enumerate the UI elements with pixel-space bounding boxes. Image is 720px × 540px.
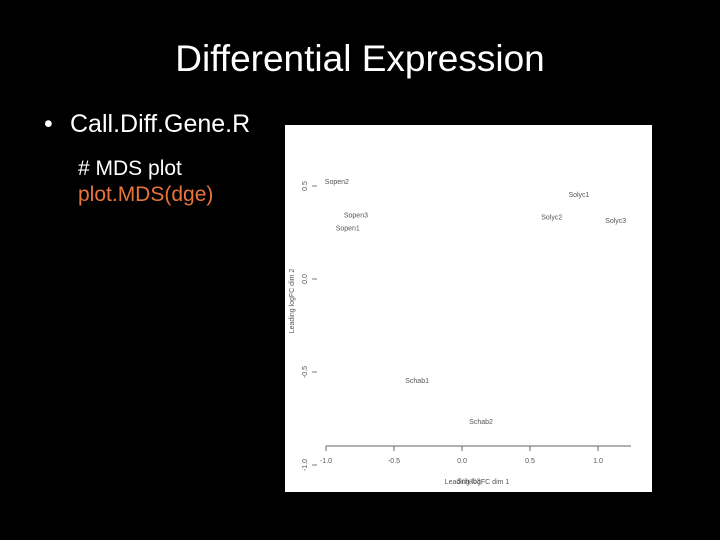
point-label-sopen1: Sopen1 [336, 226, 360, 233]
point-label-solyc2: Solyc2 [541, 214, 562, 221]
x-tick-label: 1.0 [593, 458, 603, 465]
point-label-schab3: Schab3 [457, 479, 481, 486]
comment-line: # MDS plot [78, 157, 182, 180]
slide-title: Differential Expression [175, 38, 545, 79]
x-tick-label: 0.5 [525, 458, 535, 465]
y-tick-label: 0.0 [302, 274, 309, 284]
bullet-text: Call.Diff.Gene.R [70, 110, 251, 138]
mds-plot-panel: -1.0 -0.5 0.0 0.5 1.0 -1.0 -0.5 0.0 0.5 Leading l… [285, 125, 652, 492]
y-tick-label: -0.5 [302, 366, 309, 378]
point-label-solyc1: Solyc1 [568, 192, 589, 199]
code-line: plot.MDS(dge) [78, 183, 214, 206]
x-tick-label: -0.5 [388, 458, 400, 465]
code-snippet: # MDS plot plot.MDS(dge) [78, 156, 213, 208]
point-label-sopen2: Sopen2 [325, 179, 349, 186]
x-tick-label: -1.0 [320, 458, 332, 465]
y-tick-label: 0.5 [302, 181, 309, 191]
bullet-symbol: • [44, 110, 53, 138]
axes-layer: -1.0 -0.5 0.0 0.5 1.0 -1.0 -0.5 0.0 0.5 Leading l… [289, 181, 631, 486]
x-tick-label: 0.0 [457, 458, 467, 465]
point-label-schab1: Schab1 [405, 378, 429, 385]
y-tick-label: -1.0 [302, 459, 309, 471]
point-label-schab2: Schab2 [469, 419, 493, 426]
points-layer: Sopen2 Sopen3 Sopen1 Solyc1 Solyc2 Solyc3 Scha… [325, 179, 626, 485]
point-label-solyc3: Solyc3 [605, 218, 626, 225]
point-label-sopen3: Sopen3 [344, 213, 368, 220]
x-axis-label: Leading logFC dim 1 [445, 479, 510, 486]
bullet-item: • Call.Diff.Gene.R [44, 108, 250, 140]
y-axis-label: Leading logFC dim 2 [289, 269, 296, 334]
mds-plot: -1.0 -0.5 0.0 0.5 1.0 -1.0 -0.5 0.0 0.5 Leading l… [289, 179, 631, 486]
